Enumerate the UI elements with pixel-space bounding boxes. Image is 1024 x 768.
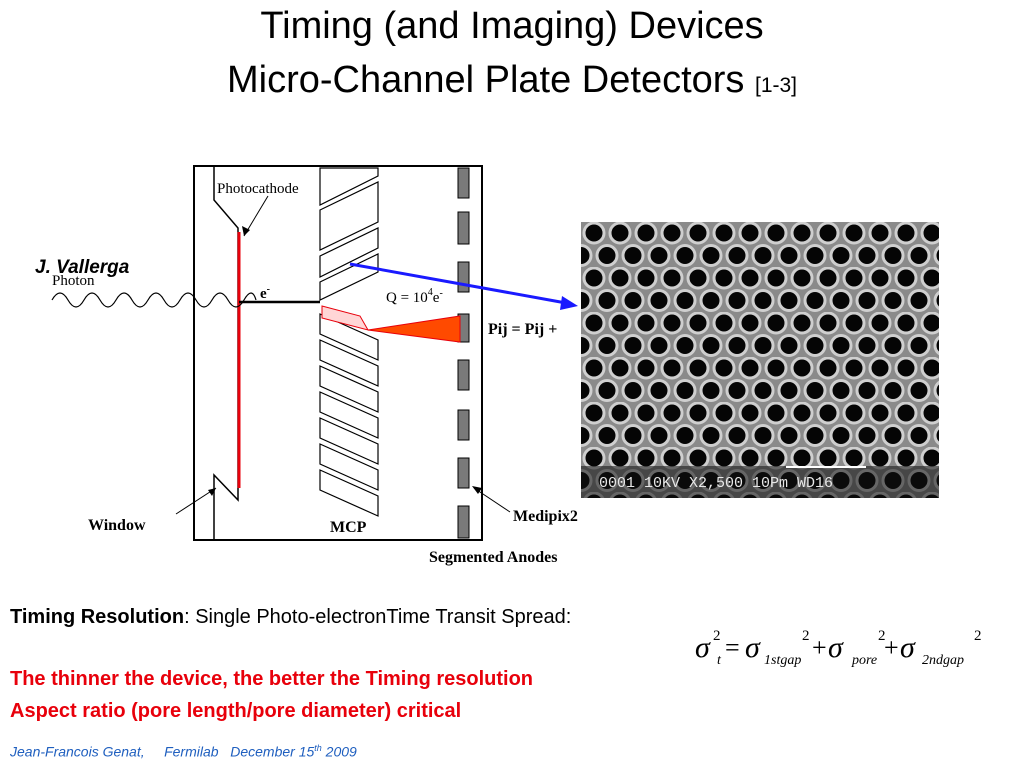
formula-sigma-pore: σ <box>828 631 843 664</box>
mcp-plates <box>319 167 379 517</box>
charge-cloud <box>367 315 461 343</box>
segmented-anodes <box>457 167 470 539</box>
medipix-label: Medipix2 <box>513 508 578 525</box>
formula-exp: 2 <box>802 628 810 644</box>
pore-micrograph: 0001 10KV X2,500 10Pm WD16 <box>581 222 939 498</box>
footer-author: Jean-Francois Genat, <box>10 743 145 760</box>
formula-sub-pore: pore <box>852 653 878 668</box>
footer-date-sup: th <box>314 743 322 753</box>
photon-wave <box>51 292 257 308</box>
segmented-anodes-label: Segmented Anodes <box>429 549 557 566</box>
formula-sub-1stgap: 1stgap <box>764 653 802 668</box>
slide-title-line2: Micro-Channel Plate Detectors [1-3] <box>0 58 1024 108</box>
window-wall <box>194 165 239 540</box>
micrograph-caption: 0001 10KV X2,500 10Pm WD16 <box>599 475 833 492</box>
formula-plus: + <box>812 633 827 662</box>
window-pointer <box>175 487 217 515</box>
note-thinner-device: The thinner the device, the better the T… <box>10 668 534 690</box>
zoom-arrow <box>349 262 567 305</box>
window-label: Window <box>88 517 146 534</box>
detector-frame <box>193 165 483 541</box>
formula-exp: 2 <box>878 628 886 644</box>
timing-resolution-label: Timing Resolution <box>10 606 185 628</box>
formula-sub-t: t <box>717 653 721 668</box>
footer: Jean-Francois Genat, Fermilab December 1… <box>10 743 357 760</box>
formula-sub-2ndgap: 2ndgap <box>922 653 964 668</box>
timing-formula: σ 2 t = σ 1stgap 2 + σ pore 2 + σ 2ndgap… <box>690 625 1000 675</box>
formula-eq: = <box>725 633 740 662</box>
formula-exp: 2 <box>974 628 982 644</box>
photon-label: Photon <box>52 273 95 289</box>
zoom-arrow-head <box>560 296 578 310</box>
medipix-pointer <box>473 487 511 513</box>
slide-title-text: Micro-Channel Plate Detectors <box>226 59 745 101</box>
formula-sigma-1: σ <box>745 631 760 664</box>
note-aspect-ratio: Aspect ratio (pore length/pore diameter)… <box>10 700 462 722</box>
photocathode-label: Photocathode <box>217 181 299 197</box>
formula-exp: 2 <box>713 628 721 644</box>
timing-resolution-text: : Single Photo-electronTime Transit Spre… <box>184 606 572 628</box>
mcp-label: MCP <box>330 519 367 536</box>
footer-lab: Fermilab <box>164 743 219 760</box>
pij-label: Pij = Pij + <box>488 321 557 338</box>
footer-year: 2009 <box>321 743 357 760</box>
reference-marker: [1-3] <box>754 74 798 97</box>
formula-sigma-t: σ <box>695 631 710 664</box>
footer-date: December 15 <box>230 743 315 760</box>
timing-resolution-line: Timing Resolution: Single Photo-electron… <box>10 606 571 629</box>
formula-sigma-2: σ <box>900 631 915 664</box>
gain-label: Q = 104e- <box>386 287 443 306</box>
credit-label: J. Vallerga <box>35 257 130 278</box>
slide-title-line1: Timing (and Imaging) Devices <box>260 5 764 47</box>
electron-label: e- <box>260 284 270 302</box>
formula-plus: + <box>884 633 899 662</box>
